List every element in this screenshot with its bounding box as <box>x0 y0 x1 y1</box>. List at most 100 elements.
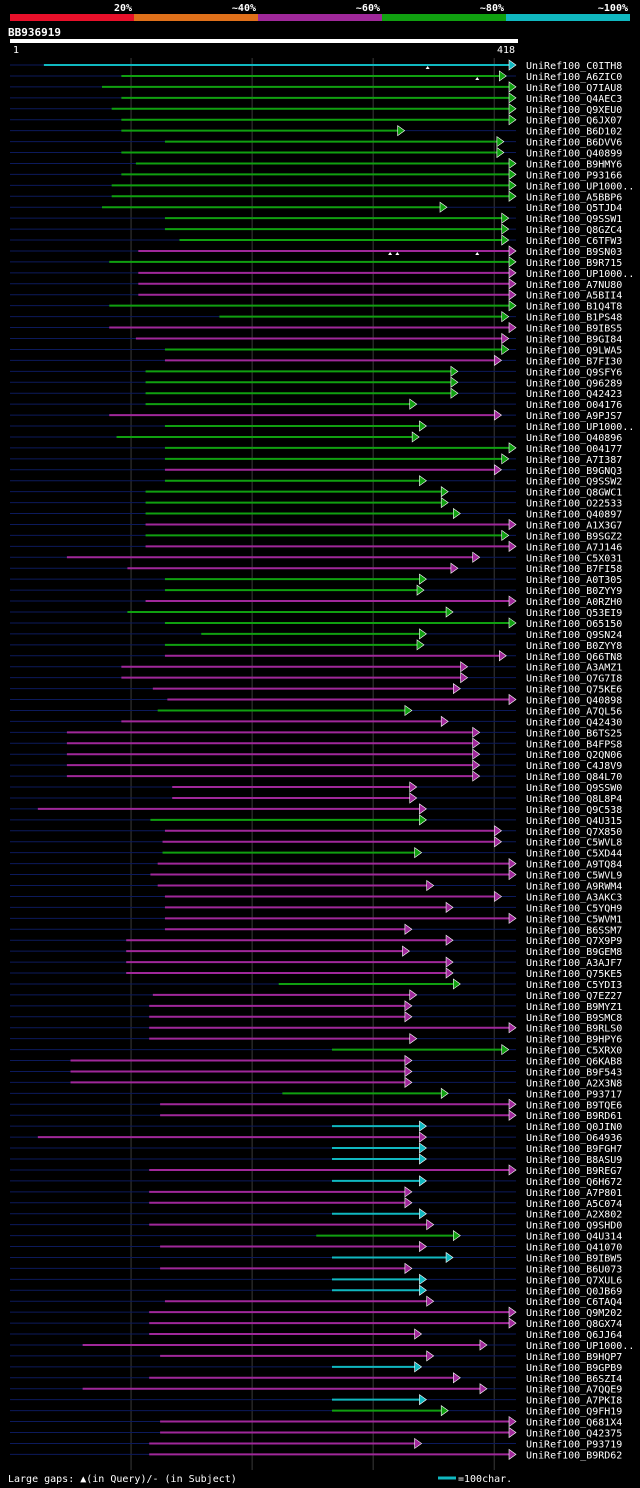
hit-row[interactable]: UniRef100_B6D102 <box>10 125 622 138</box>
hit-row[interactable]: UniRef100_B9R715 <box>10 256 622 269</box>
hit-label[interactable]: UniRef100_Q8GZC4 <box>526 225 622 236</box>
hit-row[interactable]: UniRef100_O04177 <box>10 442 622 455</box>
hit-row[interactable]: UniRef100_B4FPS8 <box>10 737 622 750</box>
hit-row[interactable]: UniRef100_A3AMZ1 <box>10 661 622 674</box>
hit-row[interactable]: UniRef100_B9RLS0 <box>10 1022 622 1035</box>
hit-row[interactable]: UniRef100_Q42423 <box>10 387 622 400</box>
hit-row[interactable]: UniRef100_Q9LWA5 <box>10 343 622 356</box>
hit-label[interactable]: UniRef100_A3AJF7 <box>526 958 622 969</box>
hit-row[interactable]: UniRef100_B7FI30 <box>10 354 622 367</box>
hit-label[interactable]: UniRef100_B9RD61 <box>526 1111 622 1122</box>
hit-label[interactable]: UniRef100_C5X031 <box>526 553 622 564</box>
hit-row[interactable]: UniRef100_Q7G7I8 <box>10 672 622 685</box>
hit-row[interactable]: UniRef100_B1PS48 <box>10 311 622 324</box>
hit-label[interactable]: UniRef100_B9HQP7 <box>526 1352 622 1363</box>
hit-label[interactable]: UniRef100_B9SGZ2 <box>526 531 622 542</box>
hit-row[interactable]: UniRef100_Q9SSW1 <box>10 212 622 225</box>
hit-row[interactable]: UniRef100_B9GNQ3 <box>10 464 622 477</box>
hit-label[interactable]: UniRef100_P93717 <box>526 1089 622 1100</box>
hit-row[interactable]: UniRef100_A3AJF7 <box>10 956 622 969</box>
hit-row[interactable]: UniRef100_Q7X9P9 <box>10 934 622 947</box>
hit-label[interactable]: UniRef100_B9F543 <box>526 1067 622 1078</box>
hit-label[interactable]: UniRef100_B6SSM7 <box>526 925 622 936</box>
hit-label[interactable]: UniRef100_A2X802 <box>526 1210 622 1221</box>
hit-row[interactable]: UniRef100_C6TAQ4 <box>10 1295 622 1308</box>
hit-label[interactable]: UniRef100_A7QL56 <box>526 706 622 717</box>
hit-label[interactable]: UniRef100_Q42430 <box>526 717 622 728</box>
hit-label[interactable]: UniRef100_Q8L8P4 <box>526 794 622 805</box>
hit-label[interactable]: UniRef100_C0ITH8 <box>526 61 622 72</box>
hit-label[interactable]: UniRef100_O04177 <box>526 444 622 455</box>
hit-label[interactable]: UniRef100_B6DVV6 <box>526 138 622 149</box>
hit-label[interactable]: UniRef100_A5C074 <box>526 1199 622 1210</box>
hit-row[interactable]: UniRef100_B9MYZ1 <box>10 1000 622 1013</box>
hit-label[interactable]: UniRef100_O65150 <box>526 619 622 630</box>
hit-row[interactable]: UniRef100_Q8GWC1 <box>10 486 622 499</box>
hit-label[interactable]: UniRef100_Q7X9P9 <box>526 936 622 947</box>
hit-label[interactable]: UniRef100_Q2QN06 <box>526 750 622 761</box>
hit-row[interactable]: UniRef100_A5BBP6 <box>10 190 622 203</box>
hit-row[interactable]: UniRef100_B6SSM7 <box>10 923 622 936</box>
hit-label[interactable]: UniRef100_Q0JB69 <box>526 1286 622 1297</box>
hit-label[interactable]: UniRef100_Q42375 <box>526 1429 622 1440</box>
hit-row[interactable]: UniRef100_A3AKC3 <box>10 890 622 903</box>
hit-label[interactable]: UniRef100_Q6JX07 <box>526 116 622 127</box>
hit-row[interactable]: UniRef100_B9FGH7 <box>10 1142 622 1155</box>
hit-label[interactable]: UniRef100_B9RLS0 <box>526 1024 622 1035</box>
hit-row[interactable]: UniRef100_B6U073 <box>10 1262 622 1275</box>
hit-row[interactable]: UniRef100_Q8GX74 <box>10 1317 622 1330</box>
hit-row[interactable]: UniRef100_A5BII4 <box>10 289 622 302</box>
hit-row[interactable]: UniRef100_P93719 <box>10 1437 622 1450</box>
hit-label[interactable]: UniRef100_C5WVM1 <box>526 914 622 925</box>
hit-label[interactable]: UniRef100_B1PS48 <box>526 313 622 324</box>
hit-row[interactable]: UniRef100_B6DVV6 <box>10 135 622 149</box>
hit-label[interactable]: UniRef100_Q84L70 <box>526 772 622 783</box>
hit-row[interactable]: UniRef100_Q9SSW2 <box>10 475 622 488</box>
hit-label[interactable]: UniRef100_B9GEM8 <box>526 947 622 958</box>
hit-label[interactable]: UniRef100_Q9SSW1 <box>526 214 622 225</box>
hit-label[interactable]: UniRef100_Q0JIN0 <box>526 1122 622 1133</box>
hit-row[interactable]: UniRef100_B9GPB9 <box>10 1361 622 1374</box>
hit-row[interactable]: UniRef100_C5XRX0 <box>10 1044 622 1057</box>
hit-label[interactable]: UniRef100_Q40899 <box>526 149 622 160</box>
hit-row[interactable]: UniRef100_B9F543 <box>10 1065 622 1078</box>
hit-row[interactable]: UniRef100_Q40899 <box>10 146 622 160</box>
hit-label[interactable]: UniRef100_C5WVL9 <box>526 871 622 882</box>
hit-label[interactable]: UniRef100_Q75KE5 <box>526 969 622 980</box>
hit-row[interactable]: UniRef100_C5YQH9 <box>10 901 622 914</box>
hit-row[interactable]: UniRef100_Q7IAU8 <box>10 81 622 94</box>
hit-label[interactable]: UniRef100_B9IBW5 <box>526 1253 622 1264</box>
hit-row[interactable]: UniRef100_A9PJS7 <box>10 409 622 422</box>
hit-label[interactable]: UniRef100_B0ZYY9 <box>526 586 622 597</box>
hit-row[interactable]: UniRef100_A0T305 <box>10 573 622 586</box>
hit-row[interactable]: UniRef100_Q40896 <box>10 431 622 444</box>
hit-label[interactable]: UniRef100_B9TQE6 <box>526 1100 622 1111</box>
hit-row[interactable]: UniRef100_C0ITH8 <box>10 59 622 72</box>
hit-label[interactable]: UniRef100_C5YDI3 <box>526 980 622 991</box>
hit-label[interactable]: UniRef100_A6ZIC0 <box>526 72 622 83</box>
hit-row[interactable]: UniRef100_UP1000.. <box>10 267 634 280</box>
hit-row[interactable]: UniRef100_A7J146 <box>10 540 622 553</box>
hit-row[interactable]: UniRef100_C5XD44 <box>10 847 622 860</box>
hit-row[interactable]: UniRef100_Q9SN24 <box>10 628 622 641</box>
hit-label[interactable]: UniRef100_B9GNQ3 <box>526 466 622 477</box>
hit-row[interactable]: UniRef100_Q9SSW0 <box>10 781 622 794</box>
hit-label[interactable]: UniRef100_A7J146 <box>526 542 622 553</box>
hit-label[interactable]: UniRef100_O64936 <box>526 1133 622 1144</box>
hit-row[interactable]: UniRef100_C5WVL9 <box>10 868 622 882</box>
hit-label[interactable]: UniRef100_B6SZI4 <box>526 1374 622 1385</box>
hit-label[interactable]: UniRef100_Q40896 <box>526 433 622 444</box>
hit-row[interactable]: UniRef100_P93717 <box>10 1087 622 1100</box>
hit-row[interactable]: UniRef100_C5WVL8 <box>10 836 622 849</box>
hit-row[interactable]: UniRef100_O22533 <box>10 497 622 510</box>
hit-label[interactable]: UniRef100_Q6JJ64 <box>526 1330 622 1341</box>
hit-label[interactable]: UniRef100_Q9SN24 <box>526 630 622 641</box>
hit-label[interactable]: UniRef100_Q7EZ27 <box>526 991 622 1002</box>
hit-label[interactable]: UniRef100_A7NU80 <box>526 280 622 291</box>
hit-label[interactable]: UniRef100_C5XD44 <box>526 849 622 860</box>
hit-row[interactable]: UniRef100_C5X031 <box>10 551 622 564</box>
hit-label[interactable]: UniRef100_Q96289 <box>526 378 622 389</box>
hit-row[interactable]: UniRef100_Q0JIN0 <box>10 1120 622 1133</box>
hit-row[interactable]: UniRef100_Q9XEU0 <box>10 103 622 116</box>
hit-row[interactable]: UniRef100_B9HQP7 <box>10 1350 622 1363</box>
